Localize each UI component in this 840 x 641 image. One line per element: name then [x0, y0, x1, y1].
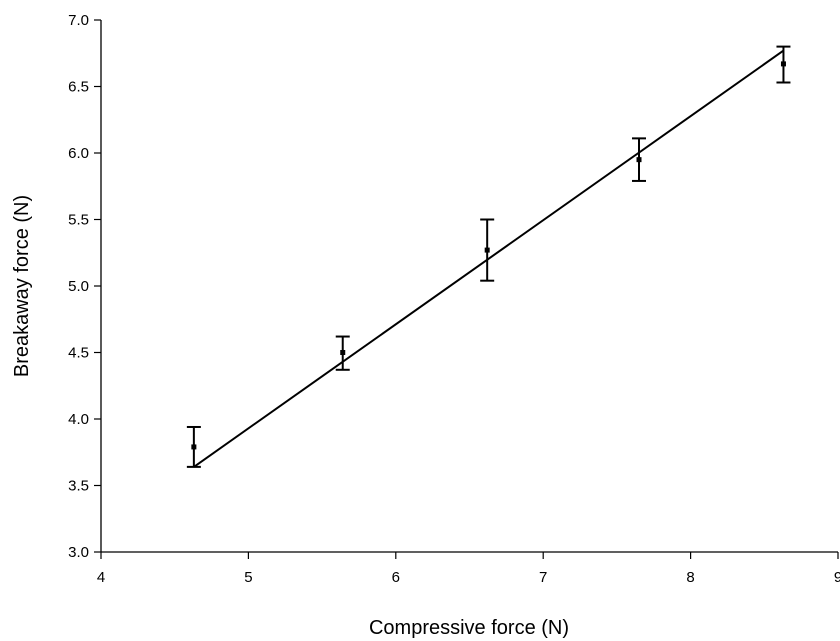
- x-tick-label: 9: [834, 569, 840, 586]
- y-tick-label: 3.5: [68, 478, 89, 495]
- y-tick-label: 7.0: [68, 12, 89, 29]
- data-point: [484, 247, 490, 253]
- plot-area: 3.0 3.5 4.0 4.5 5.0 5.5 6.0 6.5 7.0 4 5 6 7 8 9: [68, 12, 840, 586]
- y-tick-label: 6.0: [68, 145, 89, 162]
- fit-line: [193, 49, 785, 468]
- data-point: [340, 350, 346, 355]
- x-tick-label: 5: [244, 569, 252, 586]
- y-tick-label: 3.0: [68, 544, 89, 561]
- y-tick-label: 6.5: [68, 79, 89, 96]
- x-tick-label: 6: [392, 569, 400, 586]
- x-axis-title: Compressive force (N): [369, 617, 569, 639]
- y-tick-label: 5.5: [68, 212, 89, 229]
- y-tick-label: 5.0: [68, 278, 89, 295]
- data-point: [191, 444, 197, 450]
- data-point: [636, 157, 642, 163]
- y-tick-label: 4.0: [68, 411, 89, 428]
- y-axis-title: Breakaway force (N): [11, 195, 33, 377]
- data-point: [780, 61, 786, 67]
- x-tick-label: 4: [97, 569, 105, 586]
- x-tick-label: 7: [539, 569, 547, 586]
- y-tick-label: 4.5: [68, 345, 89, 362]
- x-tick-label: 8: [686, 569, 694, 586]
